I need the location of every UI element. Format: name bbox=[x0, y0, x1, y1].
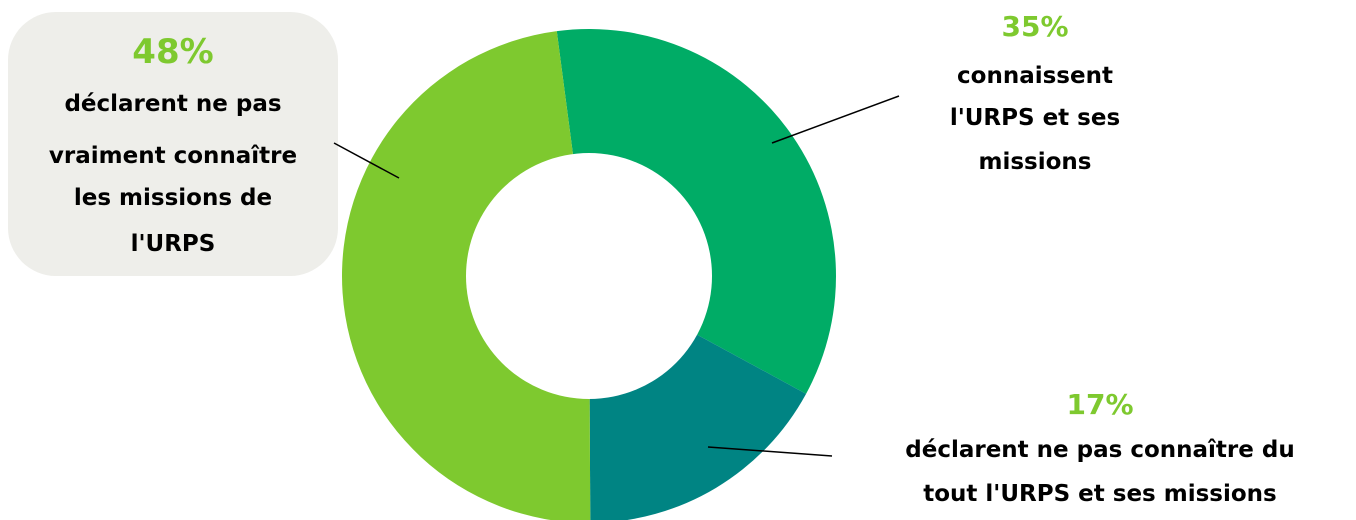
callout-text-48-line4: l'URPS bbox=[130, 231, 216, 257]
percent-label-35: 35% bbox=[1001, 10, 1069, 43]
percent-label-48: 48% bbox=[132, 32, 214, 72]
leader-line-48 bbox=[333, 142, 400, 179]
donut-slice-35 bbox=[556, 28, 837, 394]
callout-text-17-line2: tout l'URPS et ses missions bbox=[923, 481, 1277, 507]
callout-text-48-line3: les missions de bbox=[73, 185, 273, 211]
callout-text-48-line1: déclarent ne pas bbox=[64, 91, 282, 117]
callout-bubble-48 bbox=[8, 12, 338, 276]
percent-label-17: 17% bbox=[1066, 388, 1134, 421]
callout-text-35-line2: l'URPS et ses bbox=[949, 105, 1121, 131]
leader-line-35 bbox=[771, 95, 900, 144]
callout-text-48-line2: vraiment connaître bbox=[48, 143, 298, 169]
callout-text-35-line1: connaissent bbox=[957, 63, 1113, 89]
donut-hole bbox=[466, 153, 712, 399]
leader-line-17 bbox=[707, 446, 833, 457]
callout-text-35-line3: missions bbox=[978, 149, 1092, 175]
callout-text-17-line1: déclarent ne pas connaître du bbox=[905, 437, 1295, 463]
